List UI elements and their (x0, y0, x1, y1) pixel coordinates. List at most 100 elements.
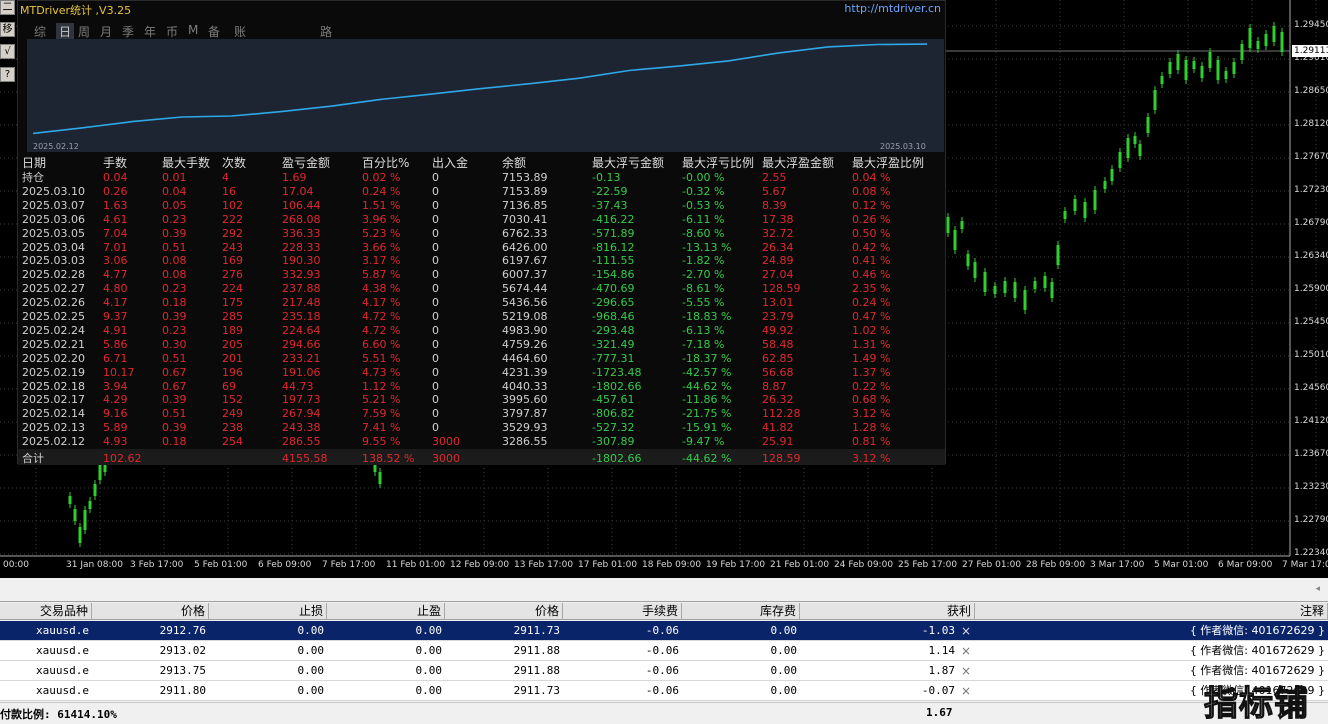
candle-body (983, 272, 987, 292)
trade-row[interactable]: xauusd.e 2911.80 0.00 0.00 2911.73 -0.06 0.00 -… (0, 681, 1328, 701)
close-position-icon[interactable]: × (961, 624, 972, 638)
side-button-move[interactable]: 移 (0, 22, 15, 37)
stats-cell: 7136.85 (502, 198, 548, 212)
stats-cell: 3000 (432, 435, 460, 449)
stats-cell: 2025.02.18 (22, 379, 85, 393)
stats-cell: 0.81 % (852, 435, 891, 449)
stats-cell: 最大浮盈金额 (762, 156, 835, 170)
trade-cell: 0.00 (415, 644, 443, 657)
stats-cell: -293.48 (592, 323, 635, 337)
terminal-column-header[interactable]: 库存费 (682, 603, 800, 620)
terminal-column-header[interactable]: 止损 (209, 603, 327, 620)
stats-cell: -13.13 % (682, 240, 732, 254)
stats-cell: 3529.93 (502, 421, 548, 435)
stats-cell: 205 (222, 337, 243, 351)
time-axis-label: 3 Mar 17:00 (1090, 560, 1145, 570)
stats-cell: 0.02 % (362, 171, 401, 184)
trade-cell: 2911.88 (513, 664, 560, 677)
terminal-column-header[interactable]: 止盈 (327, 603, 445, 620)
stats-row: 2025.03.07 1.63 0.05 102 106.44 1.51 % 0 7136.8… (22, 199, 942, 213)
terminal-column-header[interactable]: 价格 (445, 603, 563, 620)
price-axis-label: 1.23670 (1294, 449, 1328, 459)
stats-cell: 10.17 (103, 365, 135, 379)
terminal-column-header[interactable]: 手续费 (563, 603, 682, 620)
candle-body (1256, 41, 1260, 49)
stats-cell: 3.06 (103, 254, 128, 268)
stats-row-open: 持仓 0.04 0.01 4 1.69 0.02 % 0 7153.89 -0.13 -0.00 … (22, 171, 942, 185)
panel-tab[interactable]: 年 (144, 25, 157, 39)
terminal-column-header[interactable]: 获利 (800, 603, 975, 620)
side-button-1[interactable]: 二 (0, 0, 15, 15)
candle-body (88, 501, 92, 509)
panel-tab[interactable]: 备 (208, 25, 221, 39)
trade-cell: 2911.80 (159, 684, 206, 697)
candle-body (966, 254, 970, 266)
stats-cell: 0 (432, 379, 439, 393)
stats-cell: 0.04 % (852, 171, 891, 184)
terminal-column-header[interactable]: 交易品种 (0, 603, 92, 620)
side-button-help[interactable]: ? (0, 67, 15, 82)
stats-cell: 13.01 (762, 296, 794, 310)
stats-cell: 332.93 (282, 268, 321, 282)
stats-panel: MTDriver统计 ,V3.25 http://mtdriver.cn 综日周… (17, 0, 946, 465)
stats-cell: 0.51 (162, 407, 187, 421)
close-position-icon[interactable]: × (961, 664, 972, 678)
stats-cell: 百分比% (362, 156, 410, 170)
stats-cell: 0 (432, 198, 439, 212)
trade-cell: 0.00 (415, 664, 443, 677)
price-axis-label: 1.28650 (1294, 86, 1328, 96)
trade-cell: 0.00 (770, 684, 798, 697)
panel-tab[interactable]: 季 (122, 25, 135, 39)
stats-row: 2025.02.25 9.37 0.39 285 235.18 4.72 % 0 5219.0… (22, 310, 942, 324)
stats-cell: 2025.03.03 (22, 254, 85, 268)
close-position-icon[interactable]: × (961, 684, 972, 698)
trade-row[interactable]: xauusd.e 2913.75 0.00 0.00 2911.88 -0.06 0.00 1… (0, 661, 1328, 681)
candle-body (1240, 44, 1244, 60)
stats-cell: 2025.03.04 (22, 240, 85, 254)
scroll-left-icon[interactable]: ◂ (1315, 584, 1320, 594)
stats-cell: 5.51 % (362, 351, 401, 365)
stats-cell: -1.82 % (682, 254, 725, 268)
panel-title: MTDriver统计 ,V3.25 (20, 4, 132, 17)
trade-cell: xauusd.e (36, 684, 89, 697)
panel-tab[interactable]: M (188, 23, 199, 37)
terminal-column-header[interactable]: 注释 (975, 603, 1328, 620)
side-button-check[interactable]: √ (0, 44, 15, 59)
close-position-icon[interactable]: × (961, 644, 972, 658)
stats-cell: -22.59 (592, 184, 628, 198)
stats-cell: 16 (222, 184, 236, 198)
stats-cell: 62.85 (762, 351, 794, 365)
panel-url-link[interactable]: http://mtdriver.cn (844, 2, 941, 15)
stats-cell: 276 (222, 268, 243, 282)
stats-cell: 3995.60 (502, 393, 548, 407)
stats-cell: 249 (222, 407, 243, 421)
stats-cell: -307.89 (592, 435, 635, 449)
stats-cell: 1.49 % (852, 351, 891, 365)
panel-tab[interactable]: 周 (78, 25, 91, 39)
trade-row[interactable]: xauusd.e 2912.76 0.00 0.00 2911.73 -0.06 0.00 -… (0, 621, 1328, 641)
trade-row[interactable]: xauusd.e 2913.02 0.00 0.00 2911.88 -0.06 0.00 1… (0, 641, 1328, 661)
stats-cell: 0.12 % (852, 198, 891, 212)
terminal-column-header[interactable]: 价格 (92, 603, 209, 620)
panel-tab[interactable]: 综 (34, 25, 47, 39)
time-axis-label: 17 Feb 01:00 (578, 560, 638, 570)
stats-cell: 2025.02.14 (22, 407, 85, 421)
stats-cell: 4.93 (103, 435, 128, 449)
panel-tab[interactable]: 月 (100, 25, 113, 39)
stats-cell: 336.33 (282, 226, 321, 240)
equity-curve-chart (27, 39, 944, 152)
panel-tab[interactable]: 币 (166, 25, 179, 39)
terminal-header: 交易品种 价格 止损 止盈 价格 手续费 库存费 获利 注释 (0, 603, 1328, 620)
stats-cell: -44.62 % (682, 379, 732, 393)
stats-cell: 3000 (432, 452, 460, 465)
panel-tab[interactable]: 日 (56, 23, 75, 40)
stats-cell: -527.32 (592, 421, 635, 435)
time-axis-label: 13 Feb 17:00 (514, 560, 574, 570)
candle-body (973, 262, 977, 278)
stats-cell: 2025.02.26 (22, 296, 85, 310)
trade-cell: 0.00 (770, 624, 798, 637)
stats-cell: 32.72 (762, 226, 794, 240)
candle-body (1126, 138, 1130, 158)
stats-cell: -44.62 % (682, 452, 732, 465)
stats-cell: 7.59 % (362, 407, 401, 421)
